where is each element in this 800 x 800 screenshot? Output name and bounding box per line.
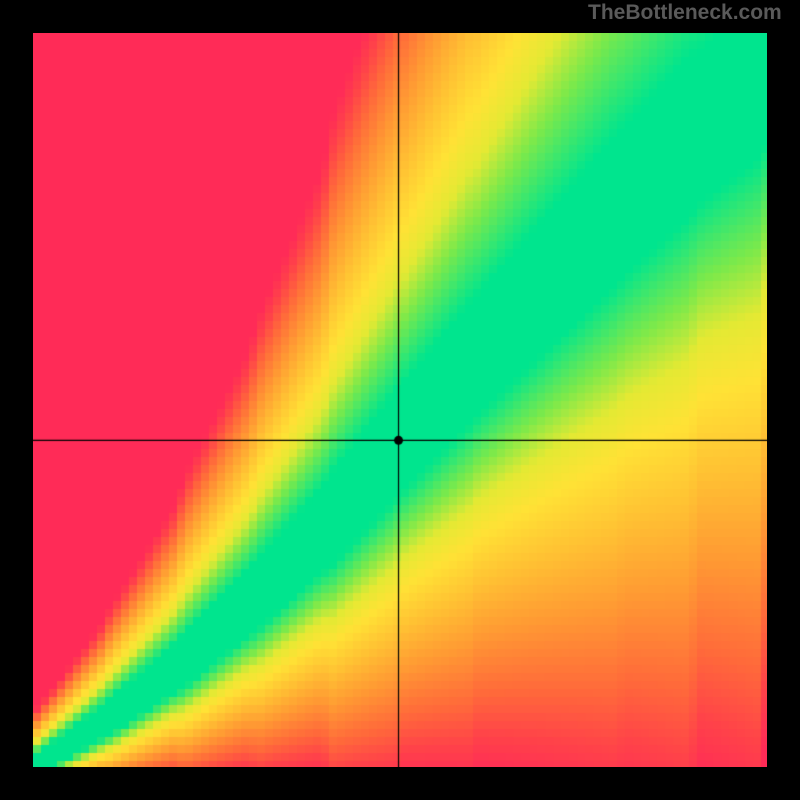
watermark-text: TheBottleneck.com [588,1,782,25]
bottleneck-heatmap [33,33,767,767]
heatmap-canvas [33,33,767,767]
